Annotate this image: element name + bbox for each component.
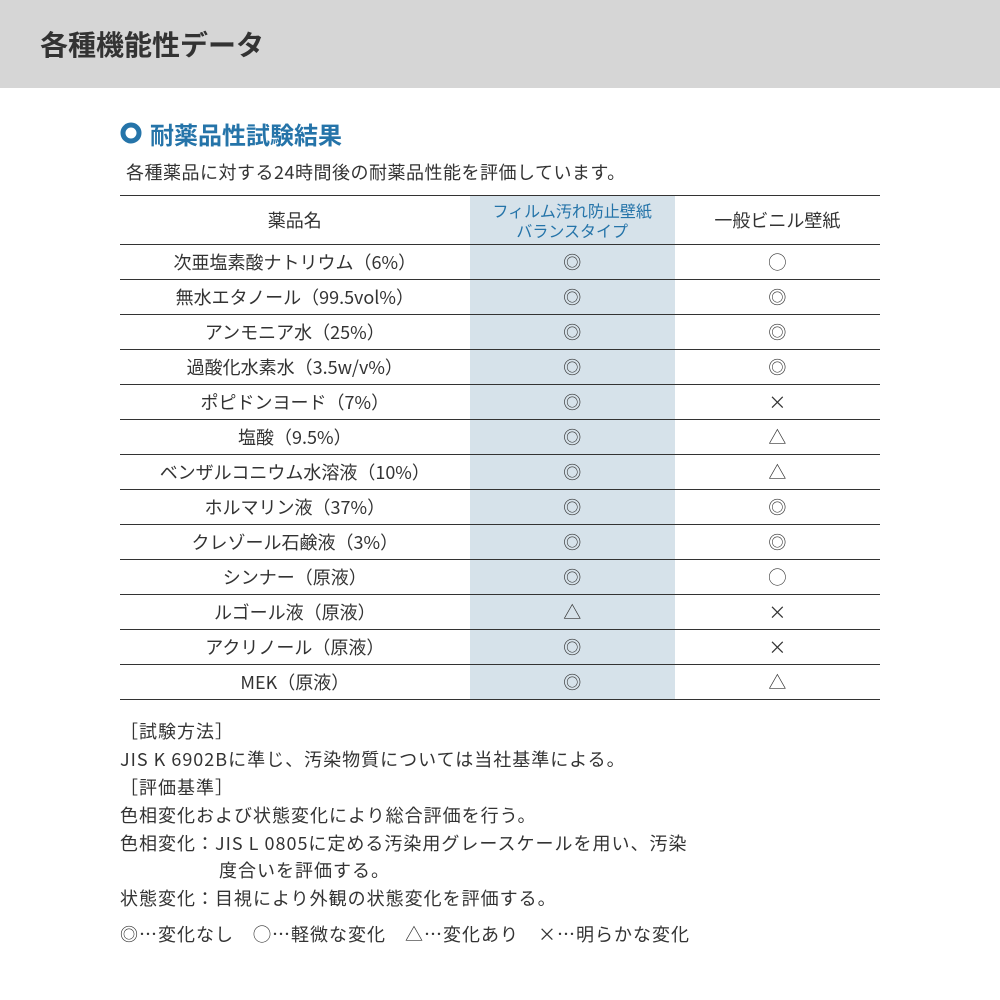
legend: ◎…変化なし ◯…軽微な変化 △…変化あり ×…明らかな変化 [120, 921, 880, 947]
method-label: ［試験方法］ [120, 718, 880, 746]
content-area: 耐薬品性試験結果 各種薬品に対する24時間後の耐薬品性能を評価しています。 薬品… [0, 88, 1000, 947]
col-header-vinyl: 一般ビニル壁紙 [675, 196, 880, 245]
criteria-label: ［評価基準］ [120, 774, 880, 802]
cell-name: 塩酸（9.5%） [120, 420, 470, 455]
notes-block: ［試験方法］ JIS K 6902Bに準じ、汚染物質については当社基準による。 … [120, 718, 880, 913]
cell-vinyl: ◯ [675, 245, 880, 280]
cell-film: ◎ [470, 630, 675, 665]
table-row: ホルマリン液（37%）◎◎ [120, 490, 880, 525]
section-subtitle-row: 耐薬品性試験結果 [120, 116, 880, 151]
page-title: 各種機能性データ [40, 24, 264, 64]
table-row: アクリノール（原液）◎× [120, 630, 880, 665]
criteria-line3: 状態変化：目視により外観の状態変化を評価する。 [120, 885, 880, 913]
cell-name: シンナー（原液） [120, 560, 470, 595]
table-row: アンモニア水（25%）◎◎ [120, 315, 880, 350]
cell-film: ◎ [470, 455, 675, 490]
section-subtitle: 耐薬品性試験結果 [150, 116, 342, 151]
criteria-line2b: 度合いを評価する。 [120, 857, 880, 885]
method-text: JIS K 6902Bに準じ、汚染物質については当社基準による。 [120, 746, 880, 774]
cell-name: ポピドンヨード（7%） [120, 385, 470, 420]
cell-vinyl: ◯ [675, 560, 880, 595]
criteria-line2a: 色相変化：JIS L 0805に定める汚染用グレースケールを用い、汚染 [120, 830, 880, 858]
bullet-icon [120, 116, 142, 151]
cell-film: ◎ [470, 280, 675, 315]
intro-text: 各種薬品に対する24時間後の耐薬品性能を評価しています。 [126, 159, 880, 185]
cell-name: 無水エタノール（99.5vol%） [120, 280, 470, 315]
cell-vinyl: × [675, 595, 880, 630]
cell-film: ◎ [470, 420, 675, 455]
criteria-line1: 色相変化および状態変化により総合評価を行う。 [120, 802, 880, 830]
cell-name: クレゾール石鹸液（3%） [120, 525, 470, 560]
cell-vinyl: △ [675, 665, 880, 700]
cell-vinyl: × [675, 385, 880, 420]
cell-film: ◎ [470, 385, 675, 420]
table-row: 塩酸（9.5%）◎△ [120, 420, 880, 455]
cell-vinyl: × [675, 630, 880, 665]
table-row: クレゾール石鹸液（3%）◎◎ [120, 525, 880, 560]
cell-vinyl: △ [675, 420, 880, 455]
cell-film: ◎ [470, 665, 675, 700]
col-header-name: 薬品名 [120, 196, 470, 245]
cell-film: ◎ [470, 350, 675, 385]
table-row: 過酸化水素水（3.5w/v%）◎◎ [120, 350, 880, 385]
cell-vinyl: ◎ [675, 490, 880, 525]
table-row: ルゴール液（原液）△× [120, 595, 880, 630]
cell-name: ホルマリン液（37%） [120, 490, 470, 525]
cell-vinyl: ◎ [675, 350, 880, 385]
cell-film: ◎ [470, 560, 675, 595]
cell-vinyl: ◎ [675, 280, 880, 315]
cell-vinyl: ◎ [675, 315, 880, 350]
cell-film: △ [470, 595, 675, 630]
cell-name: アンモニア水（25%） [120, 315, 470, 350]
page-header: 各種機能性データ [0, 0, 1000, 88]
table-row: MEK（原液）◎△ [120, 665, 880, 700]
cell-film: ◎ [470, 315, 675, 350]
cell-vinyl: ◎ [675, 525, 880, 560]
cell-name: ベンザルコニウム水溶液（10%） [120, 455, 470, 490]
cell-film: ◎ [470, 490, 675, 525]
cell-name: MEK（原液） [120, 665, 470, 700]
table-header-row: 薬品名 フィルム汚れ防止壁紙バランスタイプ 一般ビニル壁紙 [120, 196, 880, 245]
cell-film: ◎ [470, 245, 675, 280]
cell-vinyl: △ [675, 455, 880, 490]
cell-film: ◎ [470, 525, 675, 560]
table-row: シンナー（原液）◎◯ [120, 560, 880, 595]
chemical-resistance-table: 薬品名 フィルム汚れ防止壁紙バランスタイプ 一般ビニル壁紙 次亜塩素酸ナトリウム… [120, 195, 880, 700]
table-row: 次亜塩素酸ナトリウム（6%）◎◯ [120, 245, 880, 280]
cell-name: 過酸化水素水（3.5w/v%） [120, 350, 470, 385]
table-row: ポピドンヨード（7%）◎× [120, 385, 880, 420]
cell-name: ルゴール液（原液） [120, 595, 470, 630]
cell-name: 次亜塩素酸ナトリウム（6%） [120, 245, 470, 280]
col-header-film: フィルム汚れ防止壁紙バランスタイプ [470, 196, 675, 245]
table-row: 無水エタノール（99.5vol%）◎◎ [120, 280, 880, 315]
table-row: ベンザルコニウム水溶液（10%）◎△ [120, 455, 880, 490]
cell-name: アクリノール（原液） [120, 630, 470, 665]
